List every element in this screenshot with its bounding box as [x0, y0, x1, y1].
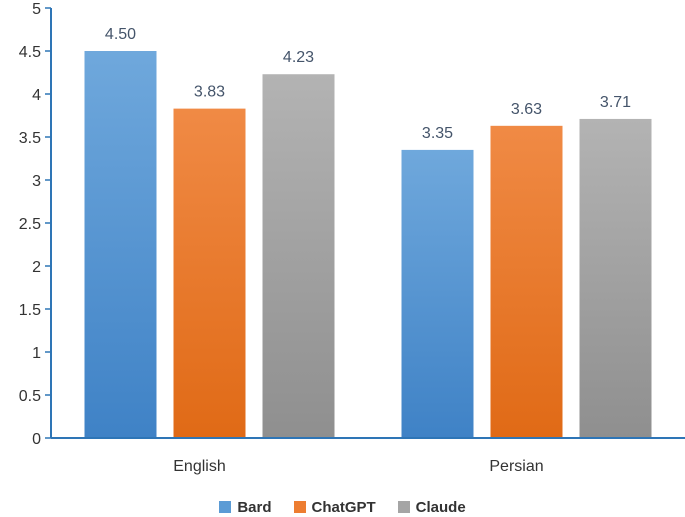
y-tick-label: 0.5 [19, 388, 41, 405]
y-tick-label: 5 [32, 1, 41, 18]
y-tick-label: 1.5 [19, 302, 41, 319]
data-labels: 4.50 3.83 4.23 3.35 3.63 3.71 [105, 26, 631, 142]
bar-bard-persian [401, 149, 474, 438]
y-tick-label: 3.5 [19, 130, 41, 147]
x-tick-label: English [173, 458, 225, 475]
legend-label-chatgpt: ChatGPT [311, 498, 376, 516]
legend-item-bard: Bard [219, 498, 272, 516]
bar-bard-english [84, 51, 157, 438]
y-tick-label: 4 [32, 87, 41, 104]
legend-swatch-claude [397, 501, 410, 513]
y-tick-label: 2.5 [19, 216, 41, 233]
y-tick-label: 1 [32, 345, 41, 362]
data-label: 4.23 [283, 49, 314, 66]
x-axis-labels: English Persian [173, 458, 543, 475]
y-axis-ticks: 0 0.5 1 1.5 2 2.5 3 3.5 4 4.5 5 [19, 1, 51, 448]
legend-swatch-chatgpt [293, 501, 306, 513]
data-label: 3.63 [511, 101, 542, 118]
bar-chatgpt-english [173, 108, 246, 439]
legend-label-bard: Bard [237, 498, 272, 516]
bar-chatgpt-persian [490, 125, 563, 438]
y-tick-label: 3 [32, 173, 41, 190]
bar-claude-persian [579, 118, 652, 438]
x-tick-label: Persian [489, 458, 543, 475]
legend-swatch-bard [219, 501, 232, 513]
bars [84, 51, 652, 439]
data-label: 4.50 [105, 26, 136, 43]
data-label: 3.35 [422, 125, 453, 142]
legend-item-claude: Claude [397, 498, 466, 516]
y-tick-label: 0 [32, 431, 41, 448]
data-label: 3.71 [600, 94, 631, 111]
legend-label-claude: Claude [415, 498, 466, 516]
y-tick-label: 4.5 [19, 44, 41, 61]
y-tick-label: 2 [32, 259, 41, 276]
bar-claude-english [262, 74, 335, 438]
legend-item-chatgpt: ChatGPT [293, 498, 376, 516]
legend: Bard ChatGPT Claude [0, 497, 685, 517]
data-label: 3.83 [194, 84, 225, 101]
